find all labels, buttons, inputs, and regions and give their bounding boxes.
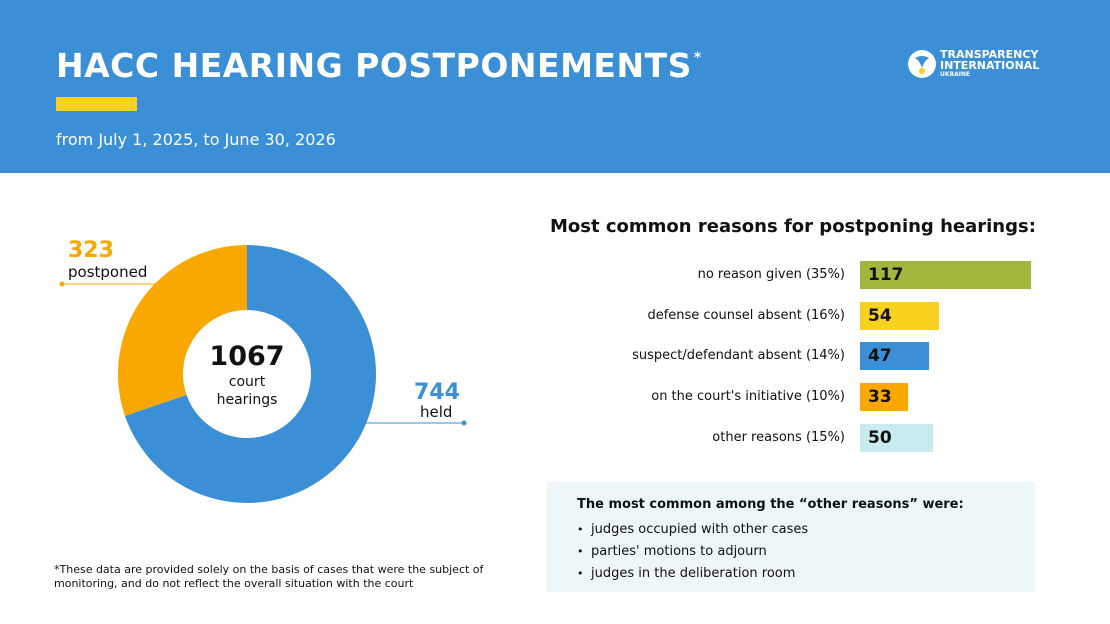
reason-bar-value: 47 [868,346,892,366]
reason-bar-value: 50 [868,428,892,448]
reason-bar-value: 117 [868,265,904,285]
reason-bar [860,383,908,411]
footnote: *These data are provided solely on the b… [54,563,484,590]
other-reason-item: judges in the deliberation room [577,563,808,585]
other-reasons-box: The most common among the “other reasons… [547,482,1035,592]
logo-text: TRANSPARENCY INTERNATIONAL UKRAINE [940,48,1040,78]
reason-bar-row: suspect/defendant absent (14%) 47 [540,342,1050,372]
logo-globe-icon [908,50,936,78]
hearings-donut-chart [59,245,467,503]
reason-bar [860,342,929,370]
reason-bar [860,302,939,330]
donut-slice-held [125,245,376,503]
reason-bar-row: on the court's initiative (10%) 33 [540,383,1050,413]
title-footnote-mark: * [693,50,702,66]
other-reasons-list: judges occupied with other cases parties… [577,519,808,585]
postponed-leader-dot [59,281,65,287]
transparency-international-logo: TRANSPARENCY INTERNATIONAL UKRAINE [906,48,1046,84]
other-reason-item: parties' motions to adjourn [577,541,808,563]
other-reasons-title: The most common among the “other reasons… [577,497,964,512]
reason-bar-label: no reason given (35%) [697,267,845,282]
header-banner: HACC HEARING POSTPONEMENTS * from July 1,… [0,0,1110,173]
reason-bar-row: no reason given (35%) 117 [540,261,1050,291]
reason-bar [860,261,1031,289]
postponed-value: 323 [68,238,114,263]
held-label: held [420,403,453,421]
donut-slice-postponed [117,245,247,416]
total-hearings-value: 1067 [209,341,285,372]
other-reason-item: judges occupied with other cases [577,519,808,541]
held-leader-dot [461,420,467,426]
page-title: HACC HEARING POSTPONEMENTS * [56,46,702,85]
total-hearings-label-line2: hearings [216,392,278,408]
held-value: 744 [414,380,460,405]
reason-bar [860,424,933,452]
reason-bar-row: other reasons (15%) 50 [540,424,1050,454]
reason-bar-label: other reasons (15%) [712,430,845,445]
reason-bar-row: defense counsel absent (16%) 54 [540,302,1050,332]
reasons-chart-title: Most common reasons for postponing heari… [550,216,1036,237]
reason-bar-label: defense counsel absent (16%) [647,308,845,323]
total-hearings-label-line1: court [228,374,266,390]
postponed-label: postponed [68,263,148,281]
reason-bar-label: on the court's initiative (10%) [651,389,845,404]
title-accent-bar [56,97,137,111]
reason-bar-label: suspect/defendant absent (14%) [632,348,845,363]
reason-bar-value: 54 [868,306,892,326]
page-subtitle: from July 1, 2025, to June 30, 2026 [56,130,336,149]
reason-bar-value: 33 [868,387,892,407]
